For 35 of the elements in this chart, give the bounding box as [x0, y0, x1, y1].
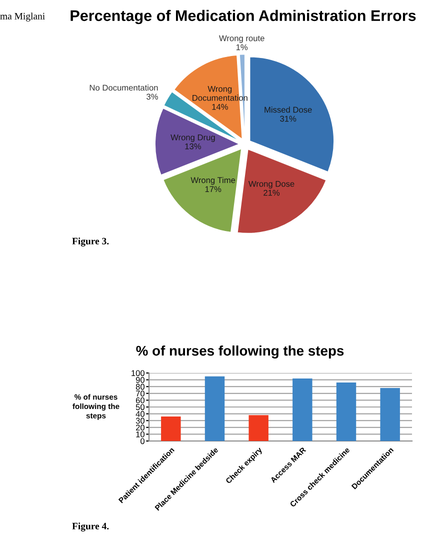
- slice-label: Wrong Dose: [248, 180, 294, 188]
- data-label: 13%: [185, 143, 201, 150]
- slice-label: Wrong route: [219, 35, 264, 43]
- bar: [336, 382, 356, 441]
- y-tick-label: 90: [136, 377, 145, 383]
- y-tick-label: 70: [136, 390, 145, 396]
- caption: Figure 3.: [72, 238, 109, 246]
- y-tick-label: 20: [136, 424, 145, 430]
- caption: Figure 4.: [72, 522, 109, 532]
- bar: [248, 415, 268, 441]
- slice-label: Wrong Time: [190, 176, 236, 185]
- data-label: 31%: [280, 116, 296, 122]
- data-label: 14%: [212, 104, 228, 110]
- bar: [204, 376, 225, 441]
- y-tick-label: 100: [132, 370, 145, 376]
- bar: [292, 378, 312, 441]
- y-tick-label: 0: [140, 438, 145, 444]
- data-label: 1%: [236, 44, 248, 50]
- data-label: 3%: [146, 94, 158, 100]
- slice-label: Wrong Drug: [170, 134, 215, 142]
- y-tick-label: 60: [136, 397, 145, 404]
- bar: [161, 416, 181, 441]
- text: ma Miglani: [0, 12, 45, 22]
- y-tick-label: 40: [136, 411, 145, 417]
- chart-title: Percentage of Medication Administration Errors: [70, 10, 416, 24]
- slice-label: No Documentation: [90, 84, 158, 91]
- y-tick-label: 30: [136, 418, 145, 424]
- y-tick-label: 50: [136, 404, 145, 410]
- bar: [380, 388, 400, 441]
- slice-label: Missed Dose: [264, 106, 312, 113]
- y-tick-label: 80: [136, 384, 145, 390]
- chart-title: % of nurses following the steps: [136, 345, 344, 359]
- y-tick-label: 10: [136, 431, 145, 438]
- data-label: 17%: [205, 186, 222, 192]
- data-label: 21%: [264, 190, 280, 196]
